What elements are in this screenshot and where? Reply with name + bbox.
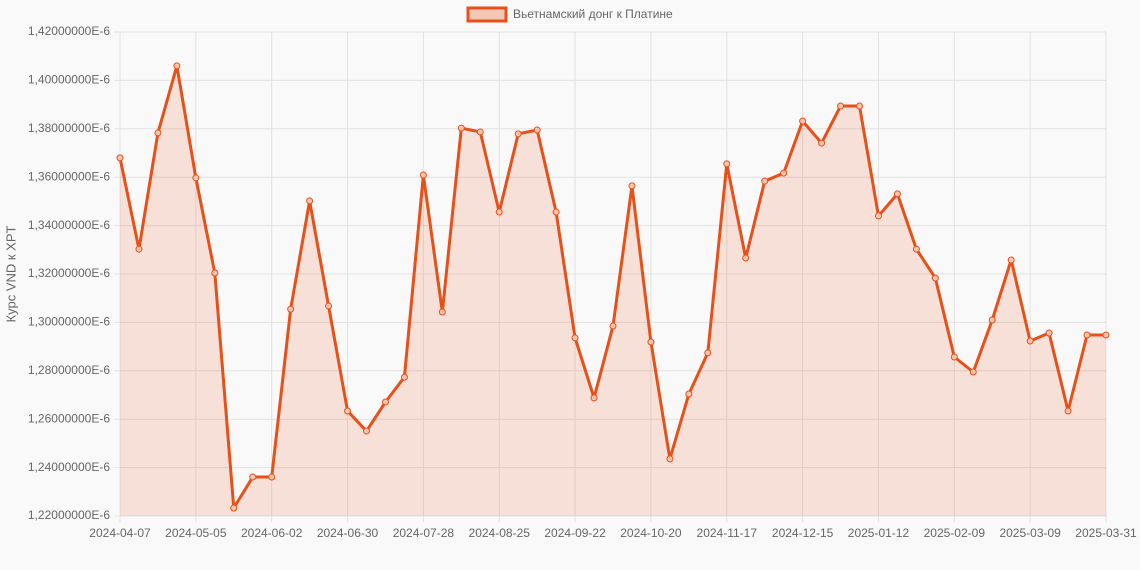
point [344,407,352,415]
point [704,349,712,357]
point [533,126,541,134]
x-tick-label: 2024-09-22 [544,526,606,540]
x-tick-label: 2025-02-09 [924,526,986,540]
y-tick-label: 1,36000000E-6 [28,169,110,183]
point [742,254,750,262]
point [628,182,636,190]
point [211,269,219,277]
point [476,128,484,136]
point [438,308,446,316]
y-tick-label: 1,30000000E-6 [28,315,110,329]
point [552,208,560,216]
x-tick-label: 2024-05-05 [165,526,227,540]
point [685,390,693,398]
x-tick-label: 2025-03-09 [999,526,1061,540]
y-tick-label: 1,22000000E-6 [28,508,110,522]
point [590,394,598,402]
y-tick-label: 1,28000000E-6 [28,363,110,377]
point [969,368,977,376]
point [419,171,427,179]
point [192,174,200,182]
x-tick-label: 2024-12-15 [772,526,834,540]
point [1083,331,1091,339]
point [268,473,276,481]
y-tick-label: 1,42000000E-6 [28,24,110,38]
x-tick-label: 2024-08-25 [469,526,531,540]
point [230,504,238,512]
x-tick-label: 2024-07-28 [393,526,455,540]
legend-label: Вьетнамский донг к Платине [513,7,673,21]
point [1064,407,1072,415]
y-tick-label: 1,34000000E-6 [28,218,110,232]
point [173,62,181,70]
point [780,169,788,177]
point [988,316,996,324]
point [931,274,939,282]
point [893,190,901,198]
point [287,305,295,313]
point [306,197,314,205]
point [837,102,845,110]
area [120,65,1106,516]
point [116,154,124,162]
y-axis-title: Курс VND к XPT [3,225,18,322]
point [818,139,826,147]
y-tick-label: 1,38000000E-6 [28,121,110,135]
point [647,338,655,346]
point [457,124,465,132]
point [912,245,920,253]
point [154,129,162,137]
x-tick-label: 2024-04-07 [89,526,151,540]
x-tick-label: 2025-03-31 [1075,526,1137,540]
point [571,334,579,342]
y-tick-label: 1,40000000E-6 [28,73,110,87]
point [874,212,882,220]
point [135,245,143,253]
point [495,208,503,216]
x-tick-label: 2024-06-30 [317,526,379,540]
point [249,473,257,481]
point [666,455,674,463]
point [381,398,389,406]
point [400,373,408,381]
point [1026,337,1034,345]
point [1045,329,1053,337]
point [514,130,522,138]
point [723,160,731,168]
y-tick-label: 1,32000000E-6 [28,266,110,280]
x-tick-label: 2024-06-02 [241,526,303,540]
x-tick-label: 2024-10-20 [620,526,682,540]
y-tick-label: 1,24000000E-6 [28,460,110,474]
point [950,353,958,361]
point [325,302,333,310]
y-tick-label: 1,26000000E-6 [28,411,110,425]
point [609,322,617,330]
point [799,117,807,125]
x-tick-label: 2025-01-12 [848,526,910,540]
x-tick-label: 2024-11-17 [697,526,758,540]
point [363,427,370,435]
point [856,102,863,110]
point [1007,256,1015,264]
point [761,177,769,185]
point [1102,331,1110,339]
legend-swatch [466,6,508,23]
